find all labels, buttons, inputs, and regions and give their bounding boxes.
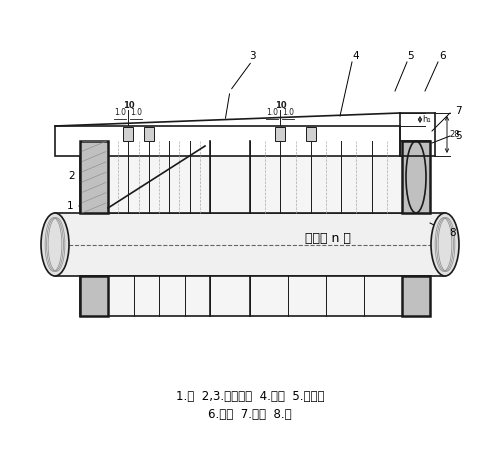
Text: 1: 1 (66, 201, 73, 211)
Text: 28: 28 (449, 130, 460, 139)
Text: 2: 2 (68, 171, 75, 181)
Bar (80, 141, 108, 213)
Bar (306, 127, 316, 141)
Text: 6.压圈  7.弧键  8.轴: 6.压圈 7.弧键 8.轴 (208, 407, 292, 421)
Text: 通风槽 n 个: 通风槽 n 个 (305, 232, 351, 244)
Bar (402, 276, 430, 316)
Text: 1.0: 1.0 (282, 108, 294, 117)
Bar (80, 141, 430, 213)
Text: 3: 3 (248, 51, 256, 61)
Text: 8: 8 (450, 228, 456, 238)
Text: 6: 6 (440, 51, 446, 61)
Text: 5: 5 (406, 51, 414, 61)
Text: 1.键  2,3.通风槽板  4.冲片  5.齿压板: 1.键 2,3.通风槽板 4.冲片 5.齿压板 (176, 390, 324, 403)
Bar (144, 127, 154, 141)
Text: 1.0: 1.0 (114, 108, 126, 117)
Bar (276, 127, 285, 141)
Ellipse shape (431, 213, 459, 276)
Bar (80, 276, 108, 316)
Text: 7: 7 (454, 106, 462, 116)
Bar (55, 126, 400, 156)
Text: 1.0: 1.0 (130, 108, 142, 117)
Text: 4: 4 (352, 51, 360, 61)
Text: h₁: h₁ (422, 115, 431, 124)
Bar (55, 213, 445, 276)
Text: 1.0: 1.0 (266, 108, 278, 117)
Bar (80, 276, 430, 316)
Text: 5: 5 (454, 131, 462, 141)
Bar (124, 127, 134, 141)
Text: 10: 10 (274, 101, 286, 110)
Text: 10: 10 (122, 101, 134, 110)
Bar (402, 141, 430, 213)
Ellipse shape (41, 213, 69, 276)
